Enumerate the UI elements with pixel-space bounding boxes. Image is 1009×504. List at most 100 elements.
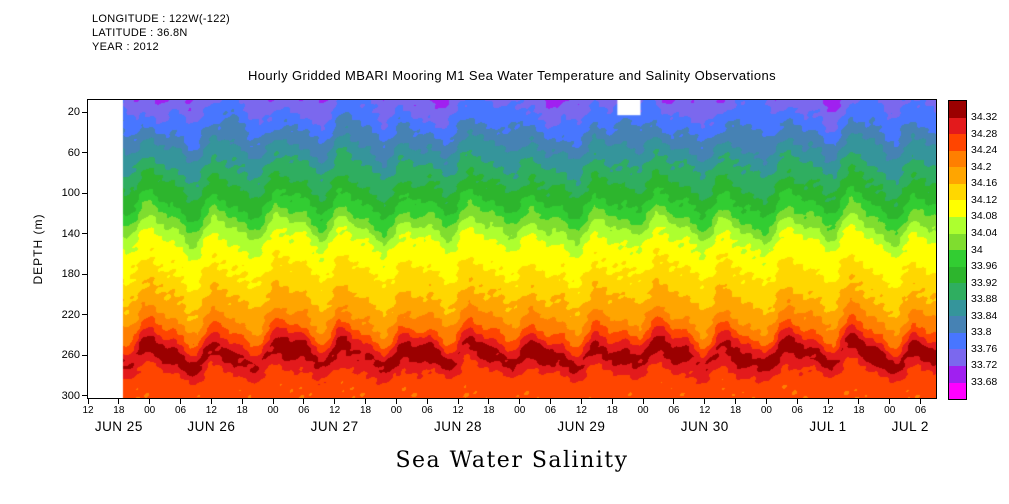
colorbar-segment: [949, 233, 966, 251]
y-tick-label: 180: [61, 268, 80, 281]
salinity-heatmap-canvas: [88, 100, 936, 398]
colorbar-label: 33.84: [971, 309, 998, 322]
y-tick: [82, 192, 87, 194]
x-tick: [796, 399, 798, 404]
x-tick-label: 18: [113, 405, 125, 416]
y-tick-label: 140: [61, 227, 80, 240]
colorbar-segment: [949, 283, 966, 300]
colorbar: [948, 100, 967, 400]
x-tick-label: 12: [822, 405, 834, 416]
day-label: JUN 30: [680, 419, 729, 434]
latitude-label: LATITUDE : 36.8N: [92, 27, 188, 39]
x-tick-label: 06: [544, 405, 557, 416]
x-tick-label: 06: [298, 405, 310, 416]
chart-title: Hourly Gridded MBARI Mooring M1 Sea Wate…: [248, 68, 776, 83]
x-tick-label: 18: [483, 405, 495, 416]
x-tick: [210, 399, 212, 404]
x-tick: [241, 399, 243, 404]
x-tick: [87, 399, 89, 404]
x-tick: [735, 399, 737, 404]
x-tick: [334, 399, 336, 404]
colorbar-segment: [949, 101, 966, 118]
x-tick-label: 06: [668, 405, 680, 416]
x-tick: [611, 399, 613, 404]
day-label: JUN 29: [557, 419, 606, 434]
colorbar-segment: [949, 316, 966, 333]
x-tick: [827, 399, 829, 404]
longitude-label: LONGITUDE : 122W(-122): [92, 13, 231, 25]
x-tick: [550, 399, 552, 404]
day-label: JUL 1: [809, 419, 847, 434]
x-tick-label: 00: [760, 405, 772, 416]
x-tick: [395, 399, 397, 404]
colorbar-segment: [949, 366, 966, 383]
x-tick: [858, 399, 860, 404]
x-tick-label: 00: [514, 405, 526, 416]
y-tick-label: 220: [61, 308, 80, 321]
x-tick: [149, 399, 151, 404]
x-tick-label: 06: [915, 405, 927, 416]
x-tick-label: 12: [82, 405, 94, 416]
bottom-title: Sea Water Salinity: [395, 448, 629, 473]
colorbar-label: 34.12: [971, 193, 998, 206]
colorbar-label: 33.92: [971, 276, 998, 289]
x-tick: [920, 399, 922, 404]
x-tick-label: 00: [144, 405, 156, 416]
x-tick-label: 00: [884, 405, 896, 416]
x-tick: [272, 399, 274, 404]
x-tick-label: 18: [606, 405, 618, 416]
y-tick: [82, 273, 87, 275]
x-tick-label: 18: [236, 405, 248, 416]
day-label: JUN 26: [187, 419, 236, 434]
colorbar-label: 34.2: [971, 160, 992, 173]
y-tick: [82, 111, 87, 113]
colorbar-label: 34.08: [971, 210, 998, 223]
y-tick: [82, 354, 87, 356]
colorbar-label: 34.16: [971, 177, 998, 190]
colorbar-segment: [949, 200, 966, 217]
colorbar-label: 34.24: [971, 144, 998, 157]
y-tick-label: 100: [61, 187, 80, 200]
colorbar-segment: [949, 150, 966, 168]
x-tick-label: 12: [452, 405, 464, 416]
y-tick-label: 260: [61, 349, 80, 362]
x-tick-label: 12: [575, 405, 587, 416]
x-tick-label: 00: [637, 405, 649, 416]
colorbar-label: 34: [971, 243, 983, 256]
x-tick: [580, 399, 582, 404]
colorbar-segment: [949, 382, 966, 400]
day-label: JUN 28: [434, 419, 483, 434]
x-tick: [704, 399, 706, 404]
x-tick-label: 12: [205, 405, 217, 416]
x-tick: [118, 399, 120, 404]
x-tick: [765, 399, 767, 404]
x-tick: [457, 399, 459, 404]
x-tick-label: 18: [359, 405, 372, 416]
x-tick-label: 06: [791, 405, 803, 416]
colorbar-label: 33.72: [971, 359, 998, 372]
y-tick: [82, 395, 87, 397]
colorbar-label: 34.04: [971, 226, 998, 239]
colorbar-segment: [949, 299, 966, 317]
x-tick-label: 18: [853, 405, 865, 416]
colorbar-segment: [949, 216, 966, 234]
x-tick-label: 18: [730, 405, 742, 416]
y-tick-label: 300: [61, 389, 80, 402]
colorbar-segment: [949, 183, 966, 201]
y-tick: [82, 233, 87, 235]
colorbar-segment: [949, 332, 966, 350]
colorbar-segment: [949, 349, 966, 366]
year-label: YEAR : 2012: [92, 41, 159, 53]
day-label: JUN 27: [310, 419, 359, 434]
x-tick-label: 06: [174, 405, 187, 416]
x-tick: [673, 399, 675, 404]
y-tick-label: 20: [67, 106, 80, 119]
y-axis-title: DEPTH (m): [31, 213, 45, 285]
x-tick-label: 00: [267, 405, 279, 416]
x-tick: [519, 399, 521, 404]
colorbar-segment: [949, 134, 966, 151]
colorbar-label: 33.96: [971, 260, 998, 273]
day-label: JUL 2: [891, 419, 929, 434]
location-info: LONGITUDE : 122W(-122) LATITUDE : 36.8N …: [92, 12, 230, 54]
